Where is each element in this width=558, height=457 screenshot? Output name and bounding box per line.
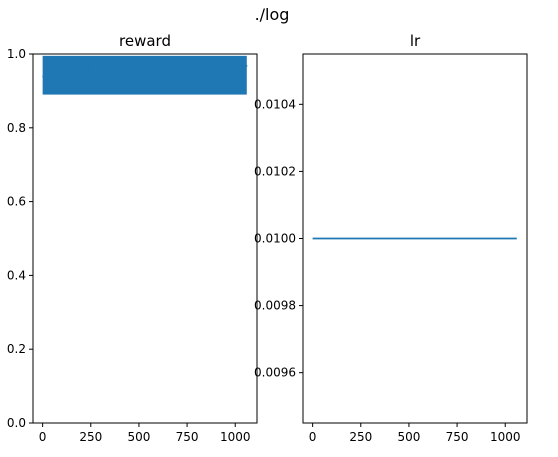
x-tick-label: 500 [127,430,150,444]
y-tick-label: 0.0 [7,416,26,430]
x-tick-label: 250 [349,430,372,444]
axes-title: reward [119,32,171,50]
x-tick-label: 1000 [490,430,521,444]
series-line [42,62,248,87]
y-tick-label: 0.0102 [254,164,296,178]
x-tick-label: 250 [79,430,102,444]
reward-panel: reward 0 250 500 750 1000 0.0 0.2 0.4 0.6 0.8 1.0 [7,32,258,444]
x-tick-label: 500 [397,430,420,444]
figure-suptitle: ./log [255,5,290,24]
y-tick-label: 0.0098 [254,299,296,313]
x-tick-label: 0 [39,430,47,444]
x-tick-label: 750 [176,430,199,444]
reward-band [42,55,247,95]
y-tick-label: 0.0100 [254,232,296,246]
y-tick-label: 0.0104 [254,97,296,111]
y-tick-label: 0.0096 [254,366,296,380]
x-tick-label: 750 [446,430,469,444]
axes-title: lr [410,32,421,50]
lr-panel: lr 0 250 500 750 1000 0.0096 0.0098 0.0100 0.0102… [254,32,528,444]
x-tick-label: 0 [309,430,317,444]
axes-frame [32,53,258,424]
y-tick-label: 0.2 [7,342,26,356]
y-tick-label: 0.8 [7,121,26,135]
y-tick-label: 1.0 [7,47,26,61]
y-tick-label: 0.6 [7,195,26,209]
x-tick-label: 1000 [220,430,251,444]
y-tick-label: 0.4 [7,268,26,282]
